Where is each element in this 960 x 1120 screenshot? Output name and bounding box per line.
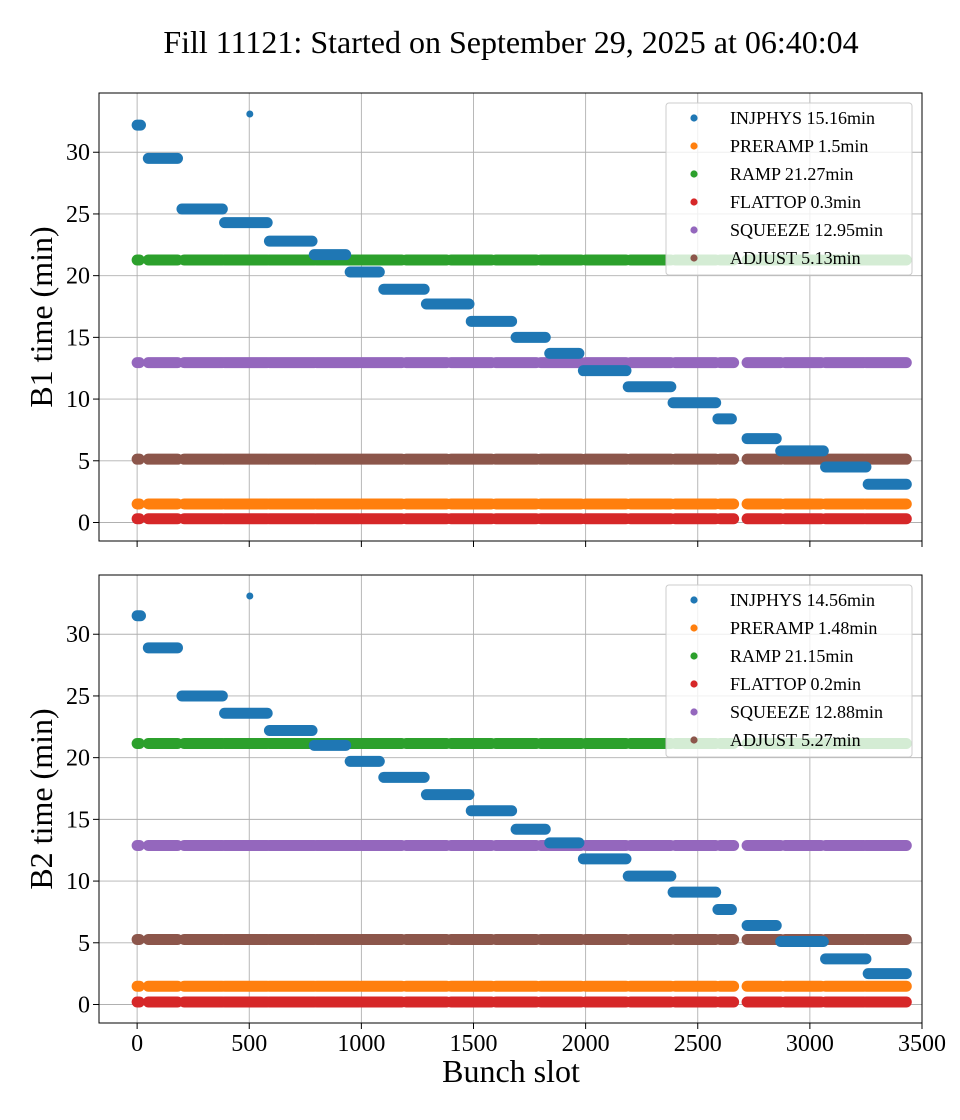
y-tick-label-4: 20 xyxy=(66,746,90,772)
legend-label-3: FLATTOP 0.3min xyxy=(730,192,861,212)
panel-b2: 0 500 1000 1500 2000 2500 3000 3500 0 5 10 15 20 25 30… xyxy=(23,574,946,1057)
legend-marker-0 xyxy=(690,596,698,604)
panel-b1: 0 5 10 15 20 25 30 B1 time (min) INJPHYS 15.16mi… xyxy=(23,92,923,547)
y-tick-label-2: 10 xyxy=(66,387,90,413)
y-tick-label-0: 0 xyxy=(78,510,90,536)
legend-label-2: RAMP 21.27min xyxy=(730,164,853,184)
y-tick-label-6: 30 xyxy=(66,622,90,648)
axes-frame xyxy=(98,92,923,542)
x-tick-label-0: 0 xyxy=(131,1031,143,1057)
legend-label-1: PRERAMP 1.5min xyxy=(730,136,868,156)
x-tick-label-5: 2500 xyxy=(674,1031,722,1057)
legend-marker-4 xyxy=(690,226,698,234)
injphys-point-1 xyxy=(246,110,254,118)
y-tick-label-4: 20 xyxy=(66,264,90,290)
y-axis-label: B1 time (min) xyxy=(23,226,59,407)
x-axis-label: Bunch slot xyxy=(442,1053,580,1089)
x-tick-label-4: 2000 xyxy=(562,1031,610,1057)
legend-marker-5 xyxy=(690,254,698,262)
y-tick-label-5: 25 xyxy=(66,202,90,228)
legend-label-2: RAMP 21.15min xyxy=(730,646,853,666)
y-tick-label-2: 10 xyxy=(66,869,90,895)
legend-label-0: INJPHYS 15.16min xyxy=(730,108,875,128)
legend-marker-3 xyxy=(690,680,698,688)
plot-area xyxy=(131,110,912,525)
legend-label-4: SQUEEZE 12.88min xyxy=(730,702,883,722)
x-tick-label-1: 500 xyxy=(231,1031,267,1057)
figure-title: Fill 11121: Started on September 29, 202… xyxy=(163,24,858,60)
injphys-point-1 xyxy=(246,592,254,600)
y-tick-label-3: 15 xyxy=(66,325,90,351)
legend-box xyxy=(665,584,913,758)
y-tick-label-1: 5 xyxy=(78,931,90,957)
legend-marker-1 xyxy=(690,624,698,632)
legend-label-3: FLATTOP 0.2min xyxy=(730,674,861,694)
legend-marker-2 xyxy=(690,652,698,660)
x-tick-label-2: 1000 xyxy=(337,1031,385,1057)
x-tick-label-6: 3000 xyxy=(786,1031,834,1057)
x-tick-label-3: 1500 xyxy=(449,1031,497,1057)
legend-marker-4 xyxy=(690,708,698,716)
legend-marker-0 xyxy=(690,114,698,122)
axes-frame xyxy=(98,574,923,1024)
legend-label-0: INJPHYS 14.56min xyxy=(730,590,875,610)
legend-label-5: ADJUST 5.13min xyxy=(730,248,861,268)
legend-marker-1 xyxy=(690,142,698,150)
x-tick-label-7: 3500 xyxy=(898,1031,946,1057)
legend-label-1: PRERAMP 1.48min xyxy=(730,618,877,638)
legend-label-4: SQUEEZE 12.95min xyxy=(730,220,883,240)
legend-box xyxy=(665,102,913,276)
legend-label-5: ADJUST 5.27min xyxy=(730,730,861,750)
legend-marker-5 xyxy=(690,736,698,744)
y-tick-label-5: 25 xyxy=(66,684,90,710)
y-tick-label-3: 15 xyxy=(66,807,90,833)
y-tick-label-6: 30 xyxy=(66,140,90,166)
legend-marker-2 xyxy=(690,170,698,178)
y-tick-label-0: 0 xyxy=(78,992,90,1018)
y-tick-label-1: 5 xyxy=(78,449,90,475)
y-axis-label: B2 time (min) xyxy=(23,708,59,889)
legend-marker-3 xyxy=(690,198,698,206)
